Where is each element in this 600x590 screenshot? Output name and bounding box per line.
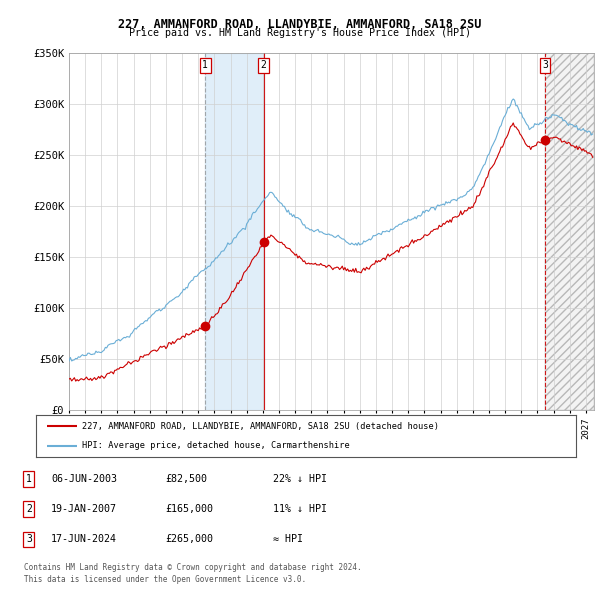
Text: 3: 3 [26,535,32,544]
Text: 227, AMMANFORD ROAD, LLANDYBIE, AMMANFORD, SA18 2SU (detached house): 227, AMMANFORD ROAD, LLANDYBIE, AMMANFOR… [82,422,439,431]
Text: 22% ↓ HPI: 22% ↓ HPI [273,474,327,484]
Text: ≈ HPI: ≈ HPI [273,535,303,544]
Bar [205,53,263,410]
Text: 1: 1 [26,474,32,484]
Text: 2: 2 [26,504,32,514]
Text: HPI: Average price, detached house, Carmarthenshire: HPI: Average price, detached house, Carm… [82,441,350,450]
Text: Contains HM Land Registry data © Crown copyright and database right 2024.: Contains HM Land Registry data © Crown c… [24,563,362,572]
Text: £265,000: £265,000 [165,535,213,544]
Text: 1: 1 [202,60,208,70]
Bar [545,53,594,410]
Text: Price paid vs. HM Land Registry's House Price Index (HPI): Price paid vs. HM Land Registry's House … [129,28,471,38]
Text: £165,000: £165,000 [165,504,213,514]
Text: £82,500: £82,500 [165,474,207,484]
Text: 3: 3 [542,60,548,70]
Text: 227, AMMANFORD ROAD, LLANDYBIE, AMMANFORD, SA18 2SU: 227, AMMANFORD ROAD, LLANDYBIE, AMMANFOR… [118,18,482,31]
Text: 11% ↓ HPI: 11% ↓ HPI [273,504,327,514]
Text: 19-JAN-2007: 19-JAN-2007 [51,504,117,514]
Text: This data is licensed under the Open Government Licence v3.0.: This data is licensed under the Open Gov… [24,575,306,584]
Text: 06-JUN-2003: 06-JUN-2003 [51,474,117,484]
Text: 17-JUN-2024: 17-JUN-2024 [51,535,117,544]
Text: 2: 2 [261,60,266,70]
